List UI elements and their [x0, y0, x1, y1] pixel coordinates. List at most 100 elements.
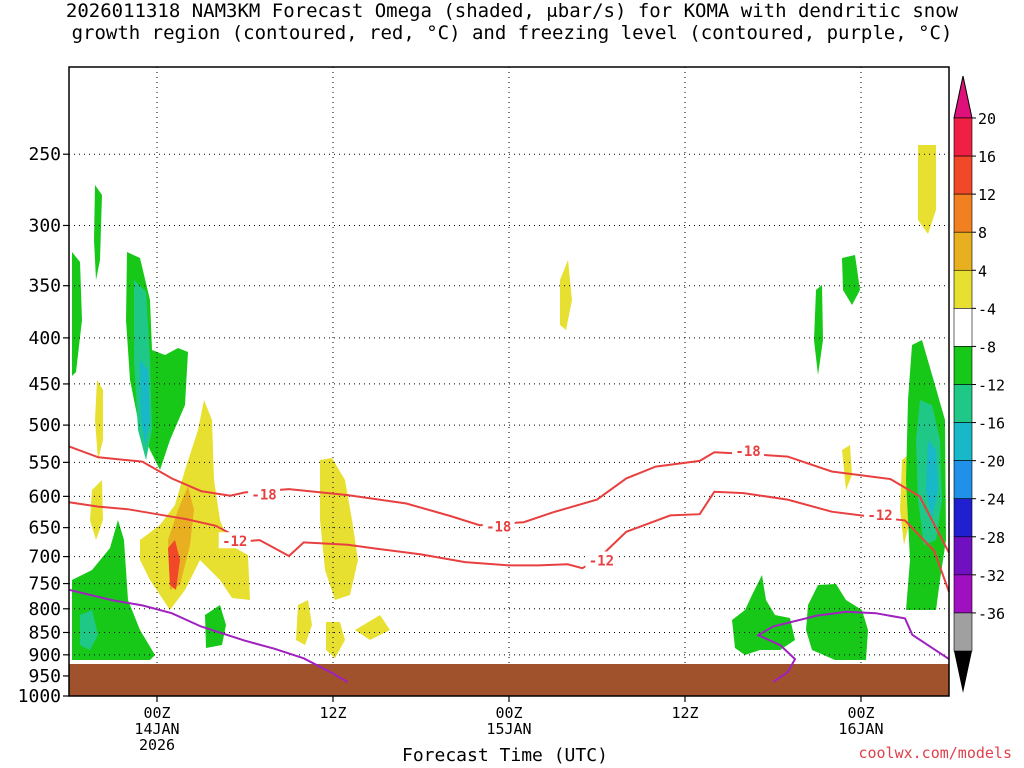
x-tick-label-30-2: 15JAN: [486, 720, 531, 738]
x-tick-label-6-1: 00Z: [143, 704, 170, 722]
contour-label-4: -18: [735, 444, 760, 460]
colorbar-swatch-7: [953, 384, 973, 423]
x-tick-label-18-1: 12Z: [319, 704, 346, 722]
omega-area-yellow-1: [95, 380, 103, 460]
colorbar-label-11: -28: [978, 529, 1005, 547]
y-tick-label-950: 950: [28, 666, 61, 687]
y-tick-label-800: 800: [28, 599, 61, 620]
colorbar-label-10: -24: [978, 491, 1005, 509]
contour-label-2: -18: [486, 519, 511, 535]
y-tick-label-900: 900: [28, 645, 61, 666]
colorbar-swatch-12: [953, 574, 973, 614]
contour-dgz_-12C: [68, 490, 950, 593]
colorbar-label-1: 16: [978, 148, 996, 166]
contour-label-bg-5: [864, 505, 897, 522]
omega-area-yellow-6: [326, 622, 345, 658]
credit-link[interactable]: coolwx.com/models: [858, 744, 1012, 762]
omega-area-cyan-1: [140, 360, 150, 445]
contour-label-0: -18: [251, 487, 276, 503]
y-tick-label-600: 600: [28, 486, 61, 507]
colorbar-label-8: -16: [978, 415, 1005, 433]
colorbar-label-2: 12: [978, 186, 996, 204]
colorbar-swatch-9: [953, 460, 973, 500]
colorbar-top-arrow: [953, 75, 973, 119]
colorbar-swatch-6: [953, 346, 973, 385]
contour-label-bg-0: [248, 485, 281, 502]
colorbar: 20 16 12 8 4 -4 -8 -12 -16 -20 -24 -28 -32 -36: [953, 75, 1005, 693]
y-tick-label-750: 750: [28, 574, 61, 595]
colorbar-label-12: -32: [978, 567, 1005, 585]
y-tick-label-650: 650: [28, 518, 61, 539]
omega-area-yellow-9: [842, 445, 852, 490]
y-tick-label-1000: 1000: [18, 686, 61, 707]
contour-label-5: -12: [867, 508, 892, 524]
omega-area-yellow-3: [140, 400, 250, 610]
x-tick-label-6-2: 14JAN: [134, 720, 179, 738]
contour-label-bg-1: [218, 532, 251, 549]
omega-area-yellow-7: [355, 615, 390, 640]
omega-area-green-4: [94, 185, 102, 280]
y-tick-label-450: 450: [28, 374, 61, 395]
colorbar-label-13: -36: [978, 605, 1005, 623]
contour-label-3: -12: [589, 553, 614, 569]
omega-area-teal-2: [80, 610, 98, 650]
omega-area-green-7: [814, 285, 823, 375]
colorbar-label-0: 20: [978, 110, 996, 128]
x-tick-label-6-3: 2026: [139, 736, 175, 754]
contour-label-bg-3: [585, 551, 618, 568]
omega-area-red-1: [168, 540, 180, 590]
colorbar-swatch-0: [953, 117, 973, 157]
colorbar-swatch-11: [953, 536, 973, 576]
omega-area-green-10: [806, 584, 868, 660]
omega-area-green-6: [842, 255, 860, 305]
colorbar-swatch-3: [953, 231, 973, 271]
colorbar-swatch-4: [953, 269, 973, 309]
y-tick-label-550: 550: [28, 452, 61, 473]
omega-area-yellow-2: [90, 480, 103, 540]
y-tick-label-500: 500: [28, 415, 61, 436]
colorbar-swatch-1: [953, 155, 973, 195]
y-tick-label-250: 250: [28, 144, 61, 165]
contour-label-bg-4: [732, 441, 765, 458]
contour-freezing_level: [68, 588, 349, 683]
y-tick-label-300: 300: [28, 215, 61, 236]
contour-label-bg-2: [482, 517, 515, 534]
omega-area-yellow-4: [320, 458, 358, 600]
x-tick-label-30-1: 00Z: [495, 704, 522, 722]
omega-area-green-5: [205, 605, 226, 648]
colorbar-swatch-8: [953, 422, 973, 461]
colorbar-label-6: -8: [978, 338, 996, 356]
colorbar-label-3: 8: [978, 224, 987, 242]
colorbar-bottom-arrow: [954, 651, 972, 693]
y-axis-ticks: 2503003504004505005506006507007508008509…: [18, 144, 69, 707]
x-tick-label-54-1: 00Z: [847, 704, 874, 722]
chart-title-line1: 2026011318 NAM3KM Forecast Omega (shaded…: [65, 0, 959, 22]
colorbar-swatch-10: [953, 498, 973, 538]
y-tick-label-850: 850: [28, 622, 61, 643]
colorbar-label-5: -4: [978, 300, 996, 318]
omega-area-green-9: [732, 575, 795, 655]
contour-labels: -18 -12 -18 -12 -18 -12: [218, 441, 897, 569]
omega-area-yellow-10: [918, 145, 936, 234]
x-axis-label: Forecast Time (UTC): [402, 745, 608, 766]
y-tick-label-350: 350: [28, 276, 61, 297]
omega-area-yellow-8: [560, 260, 572, 330]
colorbar-label-9: -20: [978, 453, 1005, 471]
colorbar-label-7: -12: [978, 377, 1005, 395]
contour-lines: [68, 445, 950, 683]
y-tick-label-700: 700: [28, 547, 61, 568]
y-tick-label-400: 400: [28, 328, 61, 349]
chart-title: 2026011318 NAM3KM Forecast Omega (shaded…: [0, 0, 1024, 44]
x-tick-label-42-1: 12Z: [671, 704, 698, 722]
x-tick-label-54-2: 16JAN: [838, 720, 883, 738]
contour-label-1: -12: [222, 534, 247, 550]
omega-area-cyan-2: [926, 440, 938, 520]
contour-freezing_level_2: [756, 610, 950, 683]
colorbar-label-4: 4: [978, 262, 987, 280]
omega-area-green-1: [72, 252, 82, 376]
contour-dgz_-18C: [68, 445, 950, 554]
colorbar-swatch-5: [953, 308, 973, 347]
chart-title-line2: growth region (contoured, red, °C) and f…: [71, 22, 953, 44]
